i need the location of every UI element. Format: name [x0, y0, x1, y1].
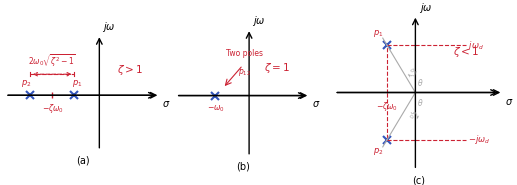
Text: $\zeta = 1$: $\zeta = 1$ — [264, 61, 290, 75]
Text: (b): (b) — [236, 162, 250, 171]
Text: $j\omega$: $j\omega$ — [102, 20, 116, 34]
Text: $-j\omega_d$: $-j\omega_d$ — [468, 133, 490, 146]
Text: $p_1$: $p_1$ — [373, 28, 384, 39]
Text: $p_{12}$: $p_{12}$ — [238, 68, 251, 78]
Text: $2\omega_0\sqrt{\zeta^2-1}$: $2\omega_0\sqrt{\zeta^2-1}$ — [28, 53, 76, 70]
Text: (a): (a) — [76, 155, 89, 165]
Text: $j\omega$: $j\omega$ — [419, 1, 432, 15]
Text: $\zeta_0$: $\zeta_0$ — [405, 107, 421, 122]
Text: $\sigma$: $\sigma$ — [505, 97, 513, 107]
Text: $\zeta_0$: $\zeta_0$ — [405, 63, 421, 78]
Text: $-\zeta\omega_0$: $-\zeta\omega_0$ — [376, 100, 398, 113]
Text: $\theta$: $\theta$ — [417, 97, 423, 108]
Text: $j\omega$: $j\omega$ — [252, 14, 265, 28]
Text: Two poles: Two poles — [226, 49, 263, 58]
Text: $-\zeta\omega_0$: $-\zeta\omega_0$ — [42, 102, 65, 115]
Text: (c): (c) — [412, 176, 425, 185]
Text: $j\omega_d$: $j\omega_d$ — [468, 39, 484, 52]
Text: $\sigma$: $\sigma$ — [312, 99, 320, 109]
Text: $p_2$: $p_2$ — [373, 146, 384, 157]
Text: $\zeta > 1$: $\zeta > 1$ — [117, 63, 143, 77]
Text: $\sigma$: $\sigma$ — [162, 99, 170, 109]
Text: $\theta$: $\theta$ — [417, 77, 423, 88]
Text: $p_1$: $p_1$ — [72, 78, 82, 89]
Text: $p_2$: $p_2$ — [21, 78, 32, 89]
Text: $\zeta < 1$: $\zeta < 1$ — [453, 45, 479, 59]
Text: $-\omega_0$: $-\omega_0$ — [207, 103, 224, 114]
